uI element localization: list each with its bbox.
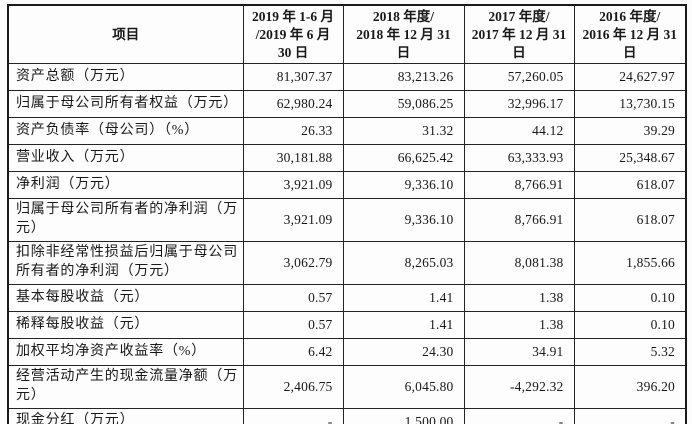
value-cell: 25,348.67 — [573, 144, 687, 173]
value-cell: 83,213.26 — [342, 63, 465, 92]
table-row: 现金分红（万元） - 1,500.00 - - — [7, 407, 687, 424]
table-row: 资产总额（万元） 81,307.37 83,213.26 57,260.05 2… — [7, 63, 687, 92]
value-cell: 3,921.09 — [242, 198, 344, 243]
value-cell: 0.57 — [242, 284, 344, 312]
metric-label: 净利润（万元） — [7, 171, 244, 200]
table-row: 稀释每股收益（元） 0.57 1.41 1.38 0.10 — [7, 311, 687, 339]
table-row: 扣除非经常性损益后归属于母公司所有者的净利润（万元） 3,062.79 8,26… — [7, 241, 687, 285]
column-header-2016: 2016 年度/ 2016 年 12 月 31 日 — [573, 4, 687, 65]
value-cell: 1.38 — [463, 284, 575, 312]
value-cell: 6.42 — [242, 338, 344, 366]
value-cell: 1.38 — [463, 311, 575, 339]
value-cell: 34.91 — [463, 338, 575, 366]
metric-label: 基本每股收益（元） — [7, 284, 244, 312]
metric-label: 归属于母公司所有者的净利润（万元） — [7, 198, 244, 243]
value-cell: - — [463, 407, 575, 424]
value-cell: 63,333.93 — [463, 144, 575, 173]
value-cell: 59,086.25 — [342, 90, 465, 119]
value-cell: -4,292.32 — [463, 365, 575, 409]
value-cell: - — [573, 407, 687, 424]
metric-label: 归属于母公司所有者权益（万元） — [7, 90, 244, 119]
financial-summary-table: 项目 2019 年 1-6 月 /2019 年 6 月 30 日 2018 年度… — [7, 4, 687, 424]
table-row: 资产负债率（母公司）（%） 26.33 31.32 44.12 39.29 — [7, 117, 687, 146]
value-cell: 0.10 — [573, 284, 687, 312]
value-cell: 9,336.10 — [342, 198, 465, 243]
value-cell: 26.33 — [242, 117, 344, 146]
metric-label: 营业收入（万元） — [7, 144, 244, 173]
value-cell: 62,980.24 — [242, 90, 344, 119]
table-row: 基本每股收益（元） 0.57 1.41 1.38 0.10 — [7, 284, 687, 312]
metric-label: 资产总额（万元） — [7, 63, 244, 92]
table-row: 归属于母公司所有者权益（万元） 62,980.24 59,086.25 32,9… — [7, 90, 687, 119]
value-cell: 13,730.15 — [573, 90, 687, 119]
value-cell: 31.32 — [342, 117, 465, 146]
column-header-2018: 2018 年度/ 2018 年 12 月 31 日 — [342, 4, 465, 65]
value-cell: 9,336.10 — [342, 171, 465, 200]
value-cell: 44.12 — [463, 117, 575, 146]
value-cell: 1.41 — [342, 311, 465, 339]
value-cell: 66,625.42 — [342, 144, 465, 173]
metric-label: 资产负债率（母公司）（%） — [7, 117, 244, 146]
value-cell: 57,260.05 — [463, 63, 575, 92]
table-row: 营业收入（万元） 30,181.88 66,625.42 63,333.93 2… — [7, 144, 687, 173]
header-row: 项目 2019 年 1-6 月 /2019 年 6 月 30 日 2018 年度… — [7, 4, 687, 65]
value-cell: 1,855.66 — [573, 241, 687, 285]
table-row: 净利润（万元） 3,921.09 9,336.10 8,766.91 618.0… — [7, 171, 687, 200]
metric-label: 加权平均净资产收益率（%） — [7, 338, 244, 366]
value-cell: - — [242, 407, 344, 424]
table-row: 加权平均净资产收益率（%） 6.42 24.30 34.91 5.32 — [7, 338, 687, 366]
value-cell: 81,307.37 — [242, 63, 344, 92]
value-cell: 618.07 — [573, 198, 687, 243]
value-cell: 5.32 — [573, 338, 687, 366]
value-cell: 8,265.03 — [342, 241, 465, 285]
value-cell: 3,062.79 — [242, 241, 344, 285]
value-cell: 2,406.75 — [242, 365, 344, 409]
value-cell: 6,045.80 — [342, 365, 465, 409]
value-cell: 32,996.17 — [463, 90, 575, 119]
column-header-item: 项目 — [7, 4, 244, 65]
value-cell: 0.10 — [573, 311, 687, 339]
value-cell: 1,500.00 — [342, 407, 465, 424]
value-cell: 8,766.91 — [463, 171, 575, 200]
value-cell: 30,181.88 — [242, 144, 344, 173]
value-cell: 8,081.38 — [463, 241, 575, 285]
value-cell: 0.57 — [242, 311, 344, 339]
value-cell: 1.41 — [342, 284, 465, 312]
value-cell: 8,766.91 — [463, 198, 575, 243]
column-header-2017: 2017 年度/ 2017 年 12 月 31 日 — [463, 4, 575, 65]
value-cell: 3,921.09 — [242, 171, 344, 200]
value-cell: 618.07 — [573, 171, 687, 200]
metric-label: 扣除非经常性损益后归属于母公司所有者的净利润（万元） — [7, 241, 244, 285]
metric-label: 现金分红（万元） — [7, 407, 244, 424]
value-cell: 39.29 — [573, 117, 687, 146]
metric-label: 经营活动产生的现金流量净额（万元） — [7, 365, 244, 409]
value-cell: 24,627.97 — [573, 63, 687, 92]
metric-label: 稀释每股收益（元） — [7, 311, 244, 339]
column-header-2019: 2019 年 1-6 月 /2019 年 6 月 30 日 — [242, 4, 344, 65]
table-row: 归属于母公司所有者的净利润（万元） 3,921.09 9,336.10 8,76… — [7, 198, 687, 243]
value-cell: 24.30 — [342, 338, 465, 366]
value-cell: 396.20 — [573, 365, 687, 409]
table-row: 经营活动产生的现金流量净额（万元） 2,406.75 6,045.80 -4,2… — [7, 365, 687, 409]
